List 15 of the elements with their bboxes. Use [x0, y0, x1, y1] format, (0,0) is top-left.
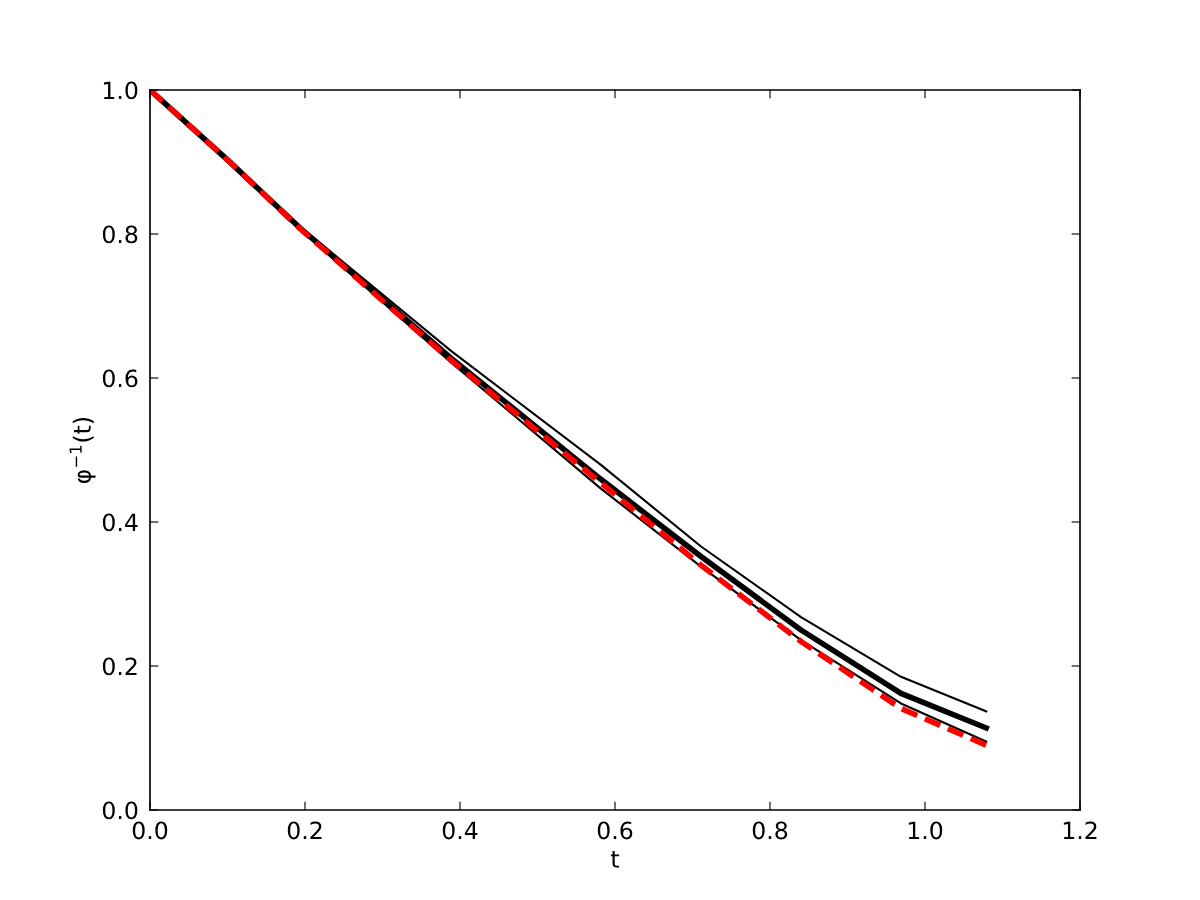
y-tick-label: 0.0	[102, 801, 138, 820]
x-tick-label: 0.8	[752, 821, 788, 840]
y-tick-label: 0.6	[102, 369, 138, 388]
y-tick-label: 0.2	[102, 657, 137, 676]
y-axis-title: φ$^{−1}$(t)	[69, 417, 96, 484]
x-tick-label: 1.0	[908, 821, 943, 840]
x-tick-label: 0.0	[132, 821, 168, 840]
x-axis-title: t	[611, 850, 620, 868]
y-tick-label: 0.4	[102, 513, 138, 532]
x-tick-label: 1.2	[1063, 821, 1097, 840]
y-tick-label: 1.0	[103, 81, 138, 100]
x-tick-label: 0.6	[597, 821, 633, 840]
x-tick-label: 0.2	[287, 821, 322, 840]
y-tick-label: 0.8	[102, 225, 138, 244]
x-tick-label: 0.4	[442, 821, 478, 840]
